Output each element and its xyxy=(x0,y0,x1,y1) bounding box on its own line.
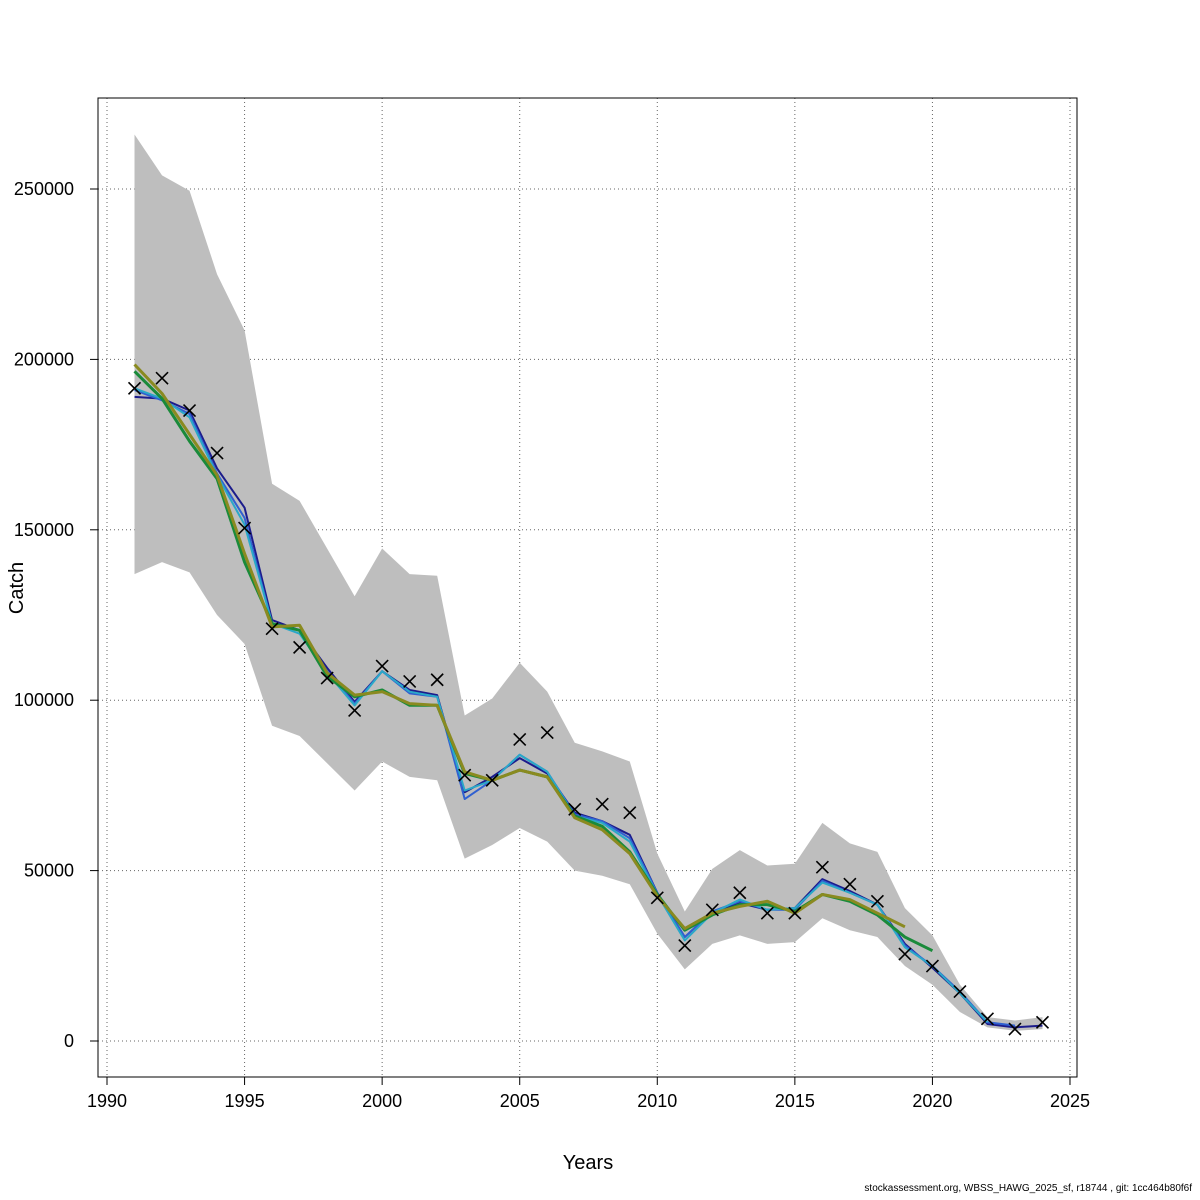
observed-point-stroke xyxy=(925,959,939,973)
y-tick-label: 250000 xyxy=(14,179,74,199)
observed-point-stroke xyxy=(568,802,582,816)
observed-point-stroke xyxy=(430,673,444,687)
observed-point xyxy=(898,947,912,961)
observed-point-stroke xyxy=(815,860,829,874)
observed-point xyxy=(403,674,417,689)
observed-point-stroke xyxy=(210,446,224,460)
observed-point xyxy=(650,891,664,905)
observed-point-stroke xyxy=(458,768,472,782)
observed-point-stroke xyxy=(265,622,279,636)
observed-point xyxy=(320,671,334,685)
observed-point-stroke xyxy=(293,640,307,654)
observed-point xyxy=(705,903,719,917)
observed-point xyxy=(733,886,747,900)
observed-point-stroke xyxy=(870,894,884,908)
observed-point xyxy=(458,768,472,782)
series-line xyxy=(133,363,906,931)
observed-point xyxy=(925,959,939,973)
observed-point-stroke xyxy=(348,703,362,717)
observed-point xyxy=(870,894,884,908)
observed-point-stroke xyxy=(1035,1015,1050,1029)
observed-point-stroke xyxy=(182,403,197,418)
observed-point-stroke xyxy=(898,947,912,961)
observed-point xyxy=(238,521,252,535)
observed-point-stroke xyxy=(650,891,664,905)
y-tick-label: 150000 xyxy=(14,520,74,540)
observed-point-stroke xyxy=(403,674,417,689)
observed-point xyxy=(127,381,142,395)
observed-point xyxy=(595,797,609,811)
observed-point xyxy=(375,659,389,673)
observed-point xyxy=(815,860,829,874)
observed-point-stroke xyxy=(788,906,802,920)
observed-point-stroke xyxy=(485,773,499,787)
observed-point-stroke xyxy=(595,797,609,811)
observed-point-stroke xyxy=(320,671,334,685)
x-tick-label: 2000 xyxy=(362,1091,402,1111)
observed-point xyxy=(155,371,169,385)
observed-point-stroke xyxy=(238,521,252,535)
observed-point-stroke xyxy=(513,732,527,746)
y-axis-title: Catch xyxy=(6,562,28,614)
observed-point xyxy=(265,622,279,636)
x-axis-title: Years xyxy=(563,1152,613,1174)
x-tick-label: 1995 xyxy=(225,1091,265,1111)
observed-markers xyxy=(127,371,1050,1036)
x-tick-label: 2010 xyxy=(637,1091,677,1111)
y-tick-label: 0 xyxy=(64,1031,74,1051)
observed-point-stroke xyxy=(733,886,747,900)
axes: 1990 1995 2000 2005 2010 2015 2020 2025 0 50000 10… xyxy=(14,179,1090,1111)
x-tick-label: 2005 xyxy=(500,1091,540,1111)
footer-note: stockassessment.org, WBSS_HAWG_2025_sf, … xyxy=(864,1183,1192,1194)
observed-point xyxy=(485,773,499,787)
x-tick-label: 2020 xyxy=(912,1091,952,1111)
observed-point xyxy=(1008,1022,1022,1036)
observed-point-stroke xyxy=(375,659,389,673)
observed-point xyxy=(182,403,197,418)
y-tick-label: 100000 xyxy=(14,690,74,710)
observed-point-stroke xyxy=(623,806,637,820)
observed-point xyxy=(513,732,527,746)
observed-point xyxy=(760,906,774,920)
observed-point xyxy=(430,673,444,687)
x-tick-label: 2025 xyxy=(1050,1091,1090,1111)
observed-point-stroke xyxy=(953,985,967,999)
observed-point-stroke xyxy=(155,371,169,385)
observed-point xyxy=(788,906,802,920)
observed-point xyxy=(953,985,967,999)
y-tick-label: 50000 xyxy=(24,861,74,881)
observed-point-stroke xyxy=(760,906,774,920)
observed-point xyxy=(568,802,582,816)
y-tick-label: 200000 xyxy=(14,349,74,369)
observed-point xyxy=(540,726,554,740)
x-tick-label: 1990 xyxy=(87,1091,127,1111)
x-tick-label: 2015 xyxy=(775,1091,815,1111)
observed-point xyxy=(348,703,362,717)
observed-point xyxy=(980,1012,995,1026)
observed-point xyxy=(843,877,857,891)
observed-point xyxy=(293,640,307,654)
confidence-band xyxy=(134,134,1043,1031)
confidence-band-area xyxy=(134,134,1043,1031)
observed-point-stroke xyxy=(1008,1022,1022,1036)
observed-point xyxy=(678,939,692,953)
observed-point xyxy=(623,806,637,820)
observed-point xyxy=(1035,1015,1050,1029)
observed-point xyxy=(210,446,224,460)
observed-point-stroke xyxy=(678,939,692,953)
observed-point-stroke xyxy=(540,726,554,740)
observed-point-stroke xyxy=(843,877,857,891)
observed-point-stroke xyxy=(980,1012,995,1026)
observed-point-stroke xyxy=(127,381,142,395)
observed-point-stroke xyxy=(705,903,719,917)
